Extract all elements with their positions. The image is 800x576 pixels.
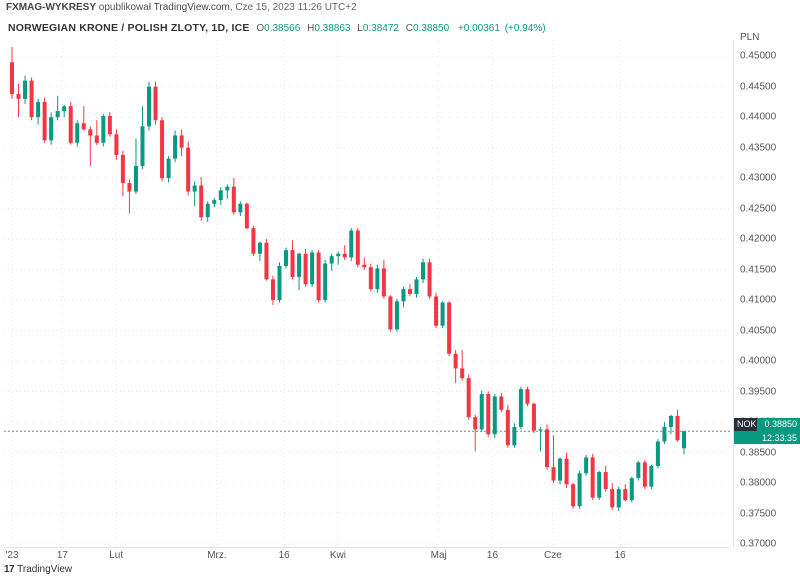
price-axis-label: 0.38000: [740, 478, 776, 489]
price-axis-label: 0.43000: [740, 173, 776, 184]
time-axis-label: '23: [5, 550, 18, 561]
time-axis-label: Maj: [431, 550, 447, 561]
price-axis-label: 0.40000: [740, 356, 776, 367]
publish-time: Cze 15, 2023 11:26 UTC+2: [235, 2, 356, 13]
ohlc-high: 0.38863: [314, 23, 350, 34]
price-axis-label: 0.42000: [740, 234, 776, 245]
change-abs: +0.00361: [458, 23, 500, 34]
footer-brand: 17TradingView: [4, 564, 72, 575]
time-axis-label: Lut: [109, 550, 123, 561]
price-axis-label: 0.45000: [740, 51, 776, 62]
price-axis-label: 0.40500: [740, 325, 776, 336]
symbol-name[interactable]: NORWEGIAN KRONE / POLISH ZLOTY: [8, 22, 205, 34]
time-axis[interactable]: '23 17 Lut Mrz. 16 Kwi Maj 16 Cze 16: [4, 547, 730, 562]
change-pct: (+0.94%): [505, 23, 546, 34]
exchange: ICE: [231, 22, 249, 34]
ohlc-open: 0.38566: [264, 23, 300, 34]
price-axis-label: 0.44000: [740, 112, 776, 123]
price-axis-label: 0.39500: [740, 386, 776, 397]
ohlc-close: 0.38850: [413, 23, 449, 34]
time-axis-label: 16: [615, 550, 626, 561]
interval[interactable]: 1D: [211, 22, 225, 34]
price-axis-label: 0.42500: [740, 203, 776, 214]
price-axis-label: 0.43500: [740, 142, 776, 153]
price-axis[interactable]: PLN 0.450000.445000.440000.435000.430000…: [733, 40, 800, 548]
chart-pane[interactable]: [4, 40, 730, 548]
price-axis-label: 0.38500: [740, 447, 776, 458]
price-axis-label: 0.44500: [740, 81, 776, 92]
price-axis-unit: PLN: [740, 32, 759, 43]
time-axis-label: 17: [57, 550, 68, 561]
price-axis-label: 0.41500: [740, 264, 776, 275]
price-axis-label: 0.41000: [740, 295, 776, 306]
time-axis-label: Kwi: [330, 550, 346, 561]
brand-text: TradingView: [17, 564, 72, 575]
time-axis-label: 16: [279, 550, 290, 561]
live-price-flag: NOKPLN0.38850 12:33:35: [734, 418, 800, 444]
time-axis-label: 16: [487, 550, 498, 561]
publish-header: FXMAG-WYKRESY opublikował TradingView.co…: [0, 0, 800, 22]
price-axis-label: 0.37000: [740, 539, 776, 550]
time-axis-label: Mrz.: [207, 550, 226, 561]
ohlc-low: 0.38472: [363, 23, 399, 34]
time-axis-label: Cze: [544, 550, 562, 561]
symbol-info-bar: NORWEGIAN KRONE / POLISH ZLOTY, 1D, ICE …: [8, 22, 546, 34]
publish-verb: opublikował: [99, 2, 151, 13]
live-countdown: 12:33:35: [734, 431, 800, 444]
site: TradingView.com: [154, 2, 230, 13]
tradingview-logo-icon: 17: [4, 564, 14, 575]
publisher: FXMAG-WYKRESY: [6, 2, 96, 13]
price-axis-label: 0.37500: [740, 508, 776, 519]
